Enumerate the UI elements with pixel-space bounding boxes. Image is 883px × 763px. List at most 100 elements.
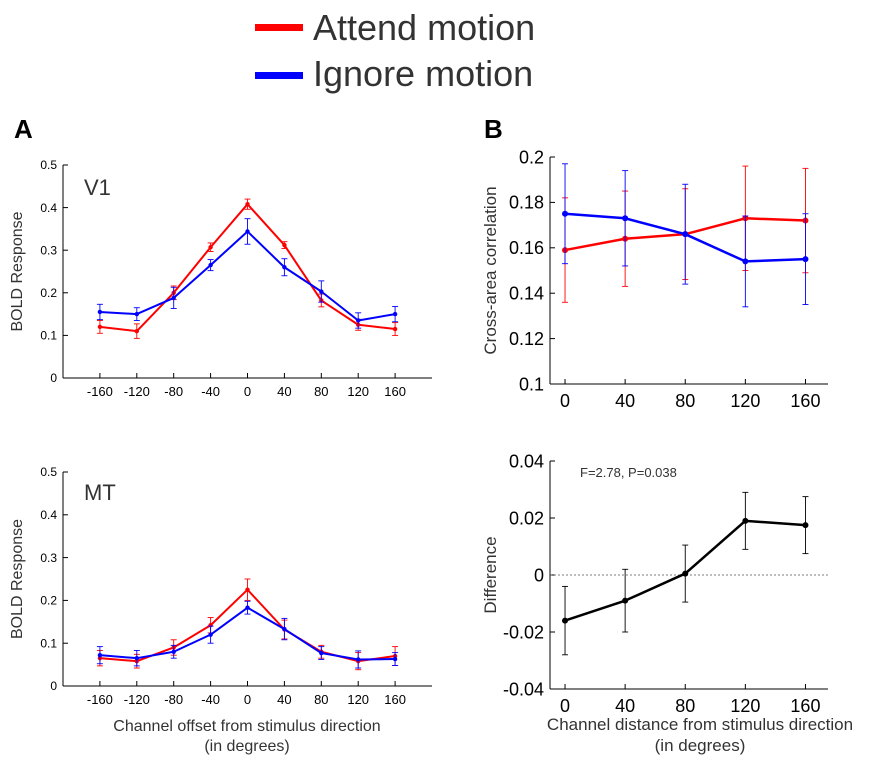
x-tick-label: 80 <box>675 391 695 411</box>
x-tick-label: 120 <box>347 384 369 399</box>
data-point <box>319 289 324 294</box>
chart-annotation: MT <box>84 480 116 505</box>
x-tick-label: 160 <box>790 391 820 411</box>
y-tick-label: 0.2 <box>519 147 544 167</box>
y-tick-label: 0.04 <box>509 451 544 471</box>
data-point <box>245 201 250 207</box>
y-tick-label: 0.16 <box>509 238 544 258</box>
x-tick-label: 40 <box>615 696 635 716</box>
data-point <box>208 245 213 250</box>
x-tick-label: 160 <box>384 384 406 399</box>
y-tick-label: 0.14 <box>509 284 544 304</box>
y-tick-label: 0.18 <box>509 193 544 213</box>
data-point <box>682 570 689 577</box>
data-point <box>171 649 176 654</box>
b-xlabel-line1: Channel distance from stimulus direction <box>547 715 853 734</box>
panel-label-a: A <box>14 114 33 144</box>
data-point <box>392 656 398 662</box>
x-tick-label: 160 <box>790 696 820 716</box>
data-point <box>392 326 398 332</box>
y-tick-label: 0.1 <box>40 636 57 650</box>
x-tick-label: 160 <box>384 692 406 707</box>
x-tick-label: -160 <box>87 692 113 707</box>
y-tick-label: 0.5 <box>40 465 57 479</box>
legend-label-attend: Attend motion <box>313 7 535 48</box>
data-point <box>97 652 103 658</box>
x-tick-label: 80 <box>314 692 328 707</box>
y-tick-label: 0.2 <box>40 594 57 608</box>
x-tick-label: -80 <box>164 692 183 707</box>
y-tick-label: 0 <box>534 565 544 585</box>
data-point <box>802 256 809 263</box>
data-point <box>356 318 361 323</box>
y-tick-label: 0.1 <box>40 329 57 343</box>
x-tick-label: 80 <box>675 696 695 716</box>
x-tick-label: 120 <box>347 692 369 707</box>
data-point <box>97 324 103 330</box>
x-tick-label: 120 <box>730 391 760 411</box>
x-tick-label: 0 <box>560 696 570 716</box>
data-point <box>282 265 287 270</box>
legend-label-ignore: Ignore motion <box>313 53 533 94</box>
y-tick-label: 0.12 <box>509 329 544 349</box>
chart-annotation: F=2.78, P=0.038 <box>580 465 677 480</box>
data-point <box>282 242 287 248</box>
y-tick-label: 0.4 <box>40 508 57 522</box>
x-tick-label: 40 <box>277 692 291 707</box>
y-tick-label: 0.4 <box>40 201 57 215</box>
data-point <box>171 295 176 301</box>
y-tick-label: -0.02 <box>503 622 544 642</box>
chart-annotation: V1 <box>84 175 111 200</box>
a-xlabel-line2: (in degrees) <box>204 738 289 755</box>
y-axis-title: BOLD Response <box>9 519 26 639</box>
data-point <box>134 655 139 661</box>
data-point <box>392 311 398 317</box>
data-point <box>134 311 139 317</box>
x-tick-label: 0 <box>244 384 251 399</box>
data-point <box>208 632 213 637</box>
data-point <box>802 522 809 529</box>
data-point <box>356 657 361 662</box>
x-tick-label: 0 <box>244 692 251 707</box>
data-point <box>562 617 569 624</box>
data-point <box>245 605 250 610</box>
legend-swatch-ignore <box>255 72 303 79</box>
y-tick-label: 0.02 <box>509 508 544 528</box>
x-tick-label: 120 <box>730 696 760 716</box>
chart-mt: 0 0.1 0.2 0.3 0.4 0.5 -160 -120 -80 -40 0 40 80 120 16… <box>9 465 432 707</box>
y-tick-label: 0 <box>50 371 57 385</box>
data-point <box>562 210 569 217</box>
data-point <box>245 587 250 592</box>
legend-swatch-attend <box>255 24 303 31</box>
b-xlabel-line2: (in degrees) <box>655 736 746 755</box>
data-point <box>682 231 689 238</box>
x-tick-label: 40 <box>615 391 635 411</box>
x-tick-label: 40 <box>277 384 291 399</box>
data-point <box>134 328 139 334</box>
y-tick-label: 0.3 <box>40 551 57 565</box>
data-point <box>319 650 324 656</box>
x-tick-label: 80 <box>314 384 328 399</box>
series-line <box>99 606 396 661</box>
x-tick-label: -40 <box>201 384 220 399</box>
y-axis-title: Cross-area correlation <box>481 186 500 354</box>
y-tick-label: 0.2 <box>40 286 57 300</box>
y-tick-label: 0.1 <box>519 374 544 394</box>
chart-difference: -0.04 -0.02 0 0.02 0.04 0 40 80 120 160 Difference… <box>481 451 828 716</box>
y-axis-title: BOLD Response <box>9 211 26 331</box>
chart-v1: 0 0.1 0.2 0.3 0.4 0.5 -160 -120 -80 -40 0 40 80 120 16… <box>9 158 432 399</box>
data-point <box>208 262 213 268</box>
x-tick-label: 0 <box>560 391 570 411</box>
data-point <box>245 229 250 234</box>
y-tick-label: 0.5 <box>40 158 57 172</box>
data-point <box>97 309 103 315</box>
y-tick-label: 0.3 <box>40 243 57 257</box>
x-tick-label: -80 <box>164 384 183 399</box>
y-tick-label: -0.04 <box>503 679 544 699</box>
panel-label-b: B <box>484 114 503 144</box>
x-tick-label: -120 <box>124 384 150 399</box>
y-axis-title: Difference <box>481 536 500 613</box>
a-xlabel-line1: Channel offset from stimulus direction <box>113 718 380 735</box>
data-point <box>742 258 749 265</box>
data-point <box>622 215 629 222</box>
